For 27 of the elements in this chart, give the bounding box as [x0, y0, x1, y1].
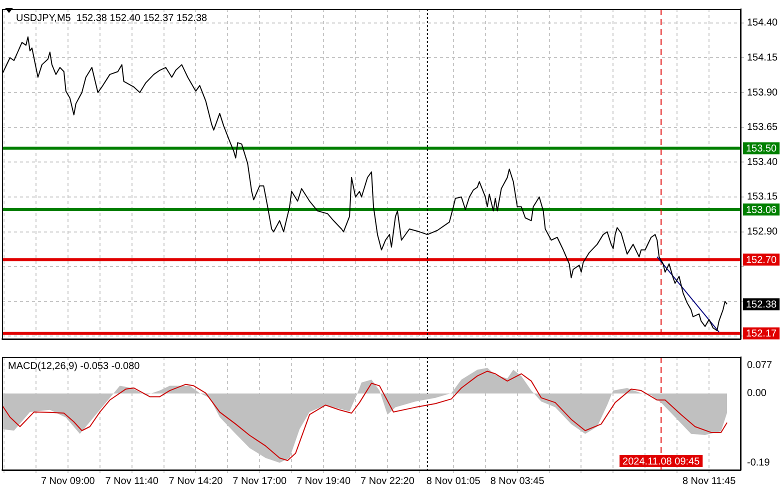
chart-title: MACD(12,26,9) -0.053 -0.080 [8, 360, 140, 372]
x-tick-label: 8 Nov 01:05 [426, 476, 481, 487]
y-tick-label: 152.90 [747, 226, 778, 238]
x-tick-label: 7 Nov 14:20 [168, 476, 224, 487]
ref-line-label: 153.50 [746, 143, 778, 154]
y-tick-label: 153.90 [747, 87, 778, 98]
x-tick-label: 7 Nov 17:00 [232, 476, 288, 487]
x-tick-label: 7 Nov 11:40 [105, 476, 159, 487]
y-tick-label: 153.65 [747, 122, 778, 134]
ref-line-label: 152.17 [746, 328, 778, 340]
y-tick-label: 154.40 [747, 18, 778, 29]
ref-line-label: 153.06 [746, 204, 778, 216]
y-tick-label: 0.00 [747, 388, 767, 400]
ref-line-label: 152.70 [746, 254, 778, 266]
y-tick-label: 153.15 [747, 192, 778, 203]
x-tick-label: 7 Nov 22:20 [360, 476, 415, 487]
x-tick-label: 7 Nov 19:40 [296, 476, 351, 487]
y-tick-label: -0.19 [747, 457, 770, 468]
ref-line-label: 2024.11.08 09:45 [622, 456, 700, 468]
x-tick-label: 7 Nov 09:00 [40, 476, 96, 487]
y-tick-label: 154.15 [747, 52, 778, 64]
chart-title: USDJPY,M5 152.38 152.40 152.37 152.38 [16, 12, 208, 24]
x-tick-label: 8 Nov 11:45 [682, 476, 736, 487]
y-tick-label: 153.40 [747, 156, 778, 168]
x-tick-label: 8 Nov 03:45 [490, 476, 545, 487]
annotation: 152.38 [746, 299, 778, 310]
y-tick-label: 0.077 [747, 360, 772, 372]
